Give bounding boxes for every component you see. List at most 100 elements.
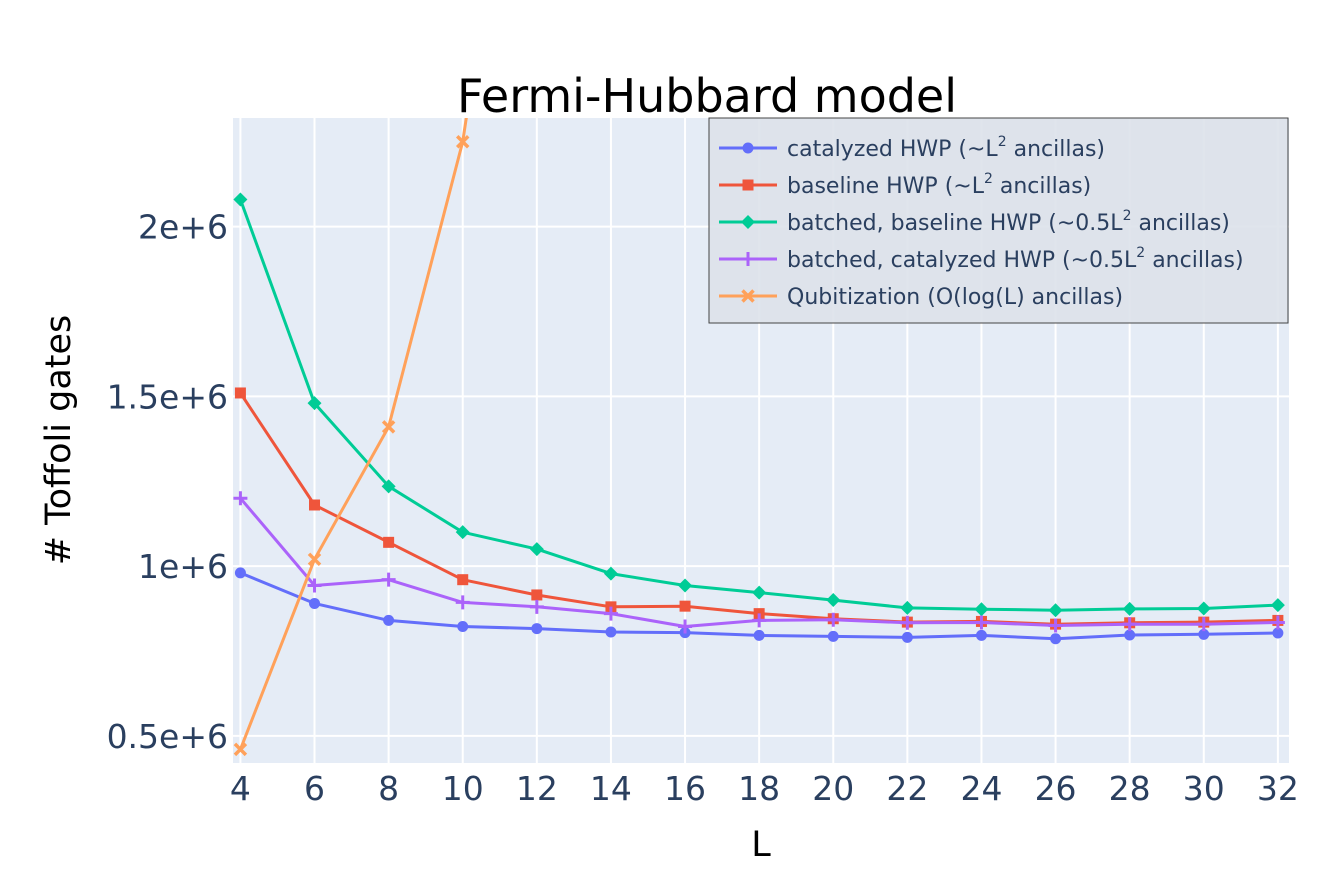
data-point <box>1122 601 1137 616</box>
legend-item[interactable]: Qubitization (O(log(L) ancillas) <box>719 285 1123 310</box>
series-layer <box>233 118 1285 757</box>
x-tick-label: 6 <box>304 769 325 808</box>
data-point <box>529 542 544 557</box>
data-point <box>1196 601 1211 616</box>
data-point <box>603 606 618 621</box>
legend-label-tail: ancillas) <box>1131 211 1229 236</box>
y-tick-label: 1e+6 <box>138 547 228 586</box>
legend-label-tail: ancillas) <box>993 174 1091 199</box>
data-point <box>233 192 248 207</box>
legend-label-tail: ancillas) <box>1007 137 1105 162</box>
data-point <box>752 585 767 600</box>
data-point <box>1122 617 1137 632</box>
data-point <box>1048 618 1063 633</box>
x-tick-labels: 4 6 8 10 12 14 16 18 20 22 24 26 28 30 32 <box>230 769 1299 808</box>
data-point <box>1270 598 1285 613</box>
y-tick-label: 2e+6 <box>138 208 228 247</box>
x-tick-label: 24 <box>960 769 1002 808</box>
data-point <box>383 536 395 548</box>
x-tick-label: 14 <box>590 769 632 808</box>
legend-label-tail: ancillas) <box>1145 248 1243 273</box>
legend-label-main: Qubitization (O(log(L) ancillas) <box>787 285 1123 310</box>
legend-item[interactable]: baseline HWP (~L2 ancillas) <box>719 171 1091 199</box>
data-point <box>975 629 987 641</box>
data-point <box>826 593 841 608</box>
data-point <box>1272 627 1284 639</box>
data-point <box>455 525 470 540</box>
data-point <box>826 612 841 627</box>
data-point <box>1124 629 1136 641</box>
data-point <box>457 621 469 633</box>
legend-swatch-marker <box>741 289 755 303</box>
data-point <box>234 567 246 579</box>
legend-label: batched, baseline HWP (~0.5L2 ancillas) <box>787 208 1230 236</box>
data-point <box>455 135 470 149</box>
chart-title: Fermi-Hubbard model <box>457 69 957 123</box>
x-tick-label: 22 <box>886 769 928 808</box>
data-point <box>678 578 693 593</box>
data-point <box>603 566 618 581</box>
series-0 <box>234 567 1284 645</box>
legend-label-main: batched, catalyzed HWP (~0.5L <box>787 248 1137 273</box>
x-axis-title: L <box>751 825 771 865</box>
legend-label-superscript: 2 <box>1136 245 1145 261</box>
data-point <box>381 572 396 587</box>
legend-label-main: catalyzed HWP (~L <box>787 137 998 162</box>
data-point <box>381 420 396 434</box>
data-point <box>234 387 246 399</box>
y-tick-labels: 0.5e+6 1e+6 1.5e+6 2e+6 <box>107 208 228 756</box>
data-point <box>1196 617 1211 632</box>
data-point <box>1050 633 1062 645</box>
legend-swatch-marker <box>741 252 755 266</box>
x-tick-label: 28 <box>1109 769 1151 808</box>
data-point <box>752 613 767 628</box>
legend-item[interactable]: catalyzed HWP (~L2 ancillas) <box>719 134 1105 162</box>
data-point <box>529 599 544 614</box>
data-point <box>307 578 322 593</box>
x-tick-label: 10 <box>442 769 484 808</box>
data-point <box>753 629 765 641</box>
x-tick-label: 32 <box>1257 769 1299 808</box>
series-3 <box>233 491 1285 634</box>
data-point <box>1270 615 1285 630</box>
legend-item[interactable]: batched, baseline HWP (~0.5L2 ancillas) <box>719 208 1230 236</box>
legend-label: batched, catalyzed HWP (~0.5L2 ancillas) <box>787 245 1244 273</box>
data-point <box>233 491 248 506</box>
data-point <box>1198 628 1210 640</box>
data-point <box>1048 603 1063 618</box>
data-point <box>381 479 396 494</box>
x-tick-label: 30 <box>1183 769 1225 808</box>
data-point <box>307 552 322 567</box>
data-point <box>383 614 395 626</box>
legend: catalyzed HWP (~L2 ancillas)baseline HWP… <box>708 117 1289 324</box>
data-point <box>531 589 543 601</box>
data-point <box>679 600 691 612</box>
data-point <box>531 623 543 635</box>
data-point <box>901 631 913 643</box>
data-point <box>307 396 322 411</box>
legend-box <box>708 117 1289 324</box>
data-point <box>309 597 321 609</box>
legend-label: catalyzed HWP (~L2 ancillas) <box>787 134 1105 162</box>
x-tick-label: 4 <box>230 769 251 808</box>
data-point <box>900 615 915 630</box>
data-point <box>974 602 989 617</box>
y-tick-label: 0.5e+6 <box>107 717 228 756</box>
x-tick-label: 18 <box>738 769 780 808</box>
x-tick-label: 26 <box>1035 769 1077 808</box>
legend-item[interactable]: batched, catalyzed HWP (~0.5L2 ancillas) <box>719 245 1244 273</box>
x-tick-label: 20 <box>812 769 854 808</box>
data-point <box>457 574 469 586</box>
legend-swatch-marker <box>742 142 754 154</box>
data-point <box>900 600 915 615</box>
legend-label-superscript: 2 <box>984 171 993 187</box>
legend-label-superscript: 2 <box>998 134 1007 150</box>
data-point <box>233 742 248 757</box>
series-line <box>239 118 468 750</box>
data-point <box>605 626 617 638</box>
data-point <box>455 595 470 610</box>
y-tick-label: 1.5e+6 <box>107 377 228 416</box>
legend-label: baseline HWP (~L2 ancillas) <box>787 171 1091 199</box>
legend-swatch-marker <box>741 215 755 229</box>
